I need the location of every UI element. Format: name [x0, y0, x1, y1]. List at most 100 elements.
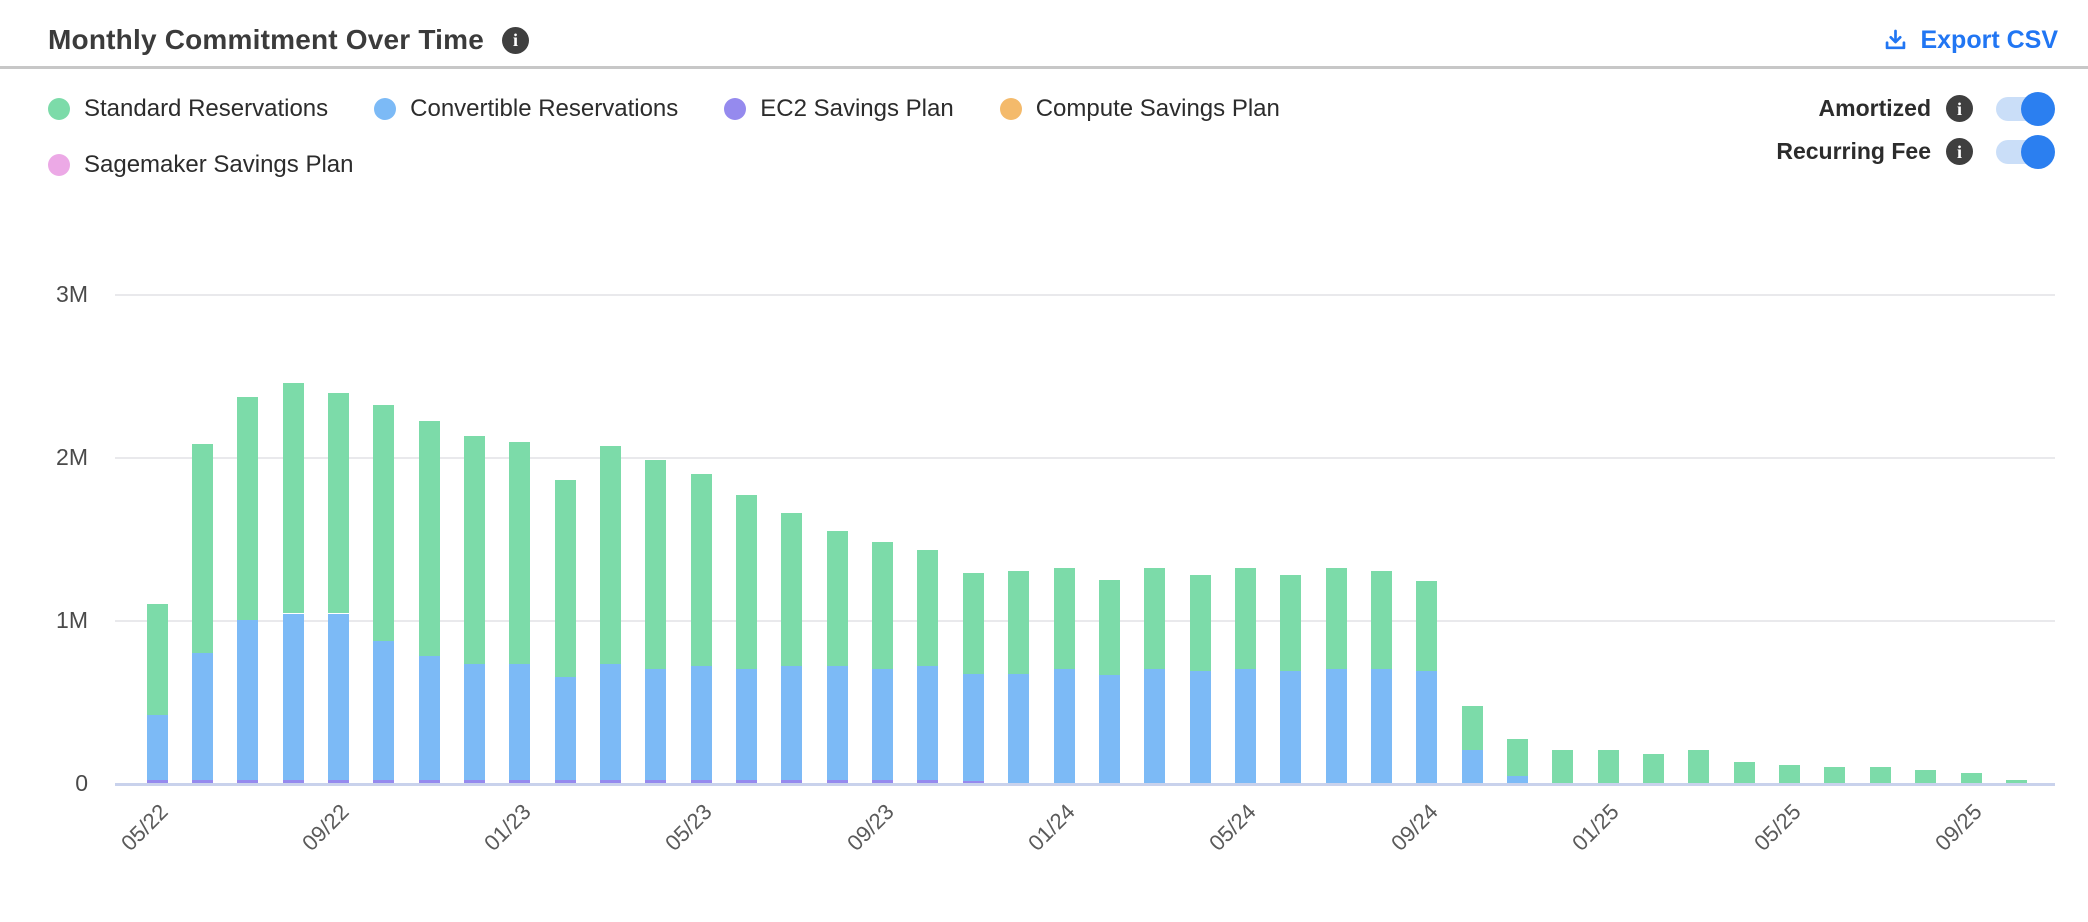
bar-06-23-ec2-savings-plan[interactable] [736, 780, 757, 783]
bar-06-22-convertible-reservations[interactable] [192, 653, 213, 780]
legend-item-ec2-savings-plan[interactable]: EC2 Savings Plan [724, 95, 954, 123]
bar-09-24-convertible-reservations[interactable] [1416, 671, 1437, 783]
bar-09-23-standard-reservations[interactable] [872, 542, 893, 669]
bar-10-23-convertible-reservations[interactable] [917, 666, 938, 780]
bar-04-24-standard-reservations[interactable] [1190, 575, 1211, 671]
bar-08-24-convertible-reservations[interactable] [1371, 669, 1392, 783]
bar-03-23-convertible-reservations[interactable] [600, 664, 621, 780]
bar-06-22-ec2-savings-plan[interactable] [192, 780, 213, 783]
bar-10-24-standard-reservations[interactable] [1462, 706, 1483, 750]
bar-09-23-ec2-savings-plan[interactable] [872, 780, 893, 783]
bar-11-23-ec2-savings-plan[interactable] [963, 781, 984, 783]
bar-12-22-standard-reservations[interactable] [464, 436, 485, 664]
bar-10-25-standard-reservations[interactable] [2006, 780, 2027, 783]
bar-05-22-ec2-savings-plan[interactable] [147, 780, 168, 783]
bar-12-23-standard-reservations[interactable] [1008, 571, 1029, 674]
info-icon[interactable]: i [1946, 138, 1973, 165]
bar-11-24-standard-reservations[interactable] [1507, 739, 1528, 776]
bar-11-22-ec2-savings-plan[interactable] [419, 780, 440, 783]
bar-02-23-convertible-reservations[interactable] [555, 677, 576, 780]
bar-09-23-convertible-reservations[interactable] [872, 669, 893, 780]
bar-05-22-standard-reservations[interactable] [147, 604, 168, 715]
bar-11-24-convertible-reservations[interactable] [1507, 776, 1528, 783]
bar-10-24-convertible-reservations[interactable] [1462, 750, 1483, 783]
legend-item-sagemaker-savings-plan[interactable]: Sagemaker Savings Plan [48, 151, 353, 179]
bar-01-25-standard-reservations[interactable] [1598, 750, 1619, 783]
legend-item-compute-savings-plan[interactable]: Compute Savings Plan [999, 95, 1280, 123]
bar-11-22-standard-reservations[interactable] [419, 421, 440, 656]
bar-01-23-convertible-reservations[interactable] [509, 664, 530, 780]
bar-10-22-standard-reservations[interactable] [373, 405, 394, 641]
bar-04-24-convertible-reservations[interactable] [1190, 671, 1211, 783]
recurring-fee-toggle[interactable] [1996, 134, 2055, 169]
bar-06-23-convertible-reservations[interactable] [736, 669, 757, 780]
bar-09-22-convertible-reservations[interactable] [328, 614, 349, 780]
bar-10-22-convertible-reservations[interactable] [373, 641, 394, 780]
bar-05-24-standard-reservations[interactable] [1235, 568, 1256, 669]
bar-04-23-standard-reservations[interactable] [645, 460, 666, 669]
bar-12-22-convertible-reservations[interactable] [464, 664, 485, 780]
bar-08-23-convertible-reservations[interactable] [827, 666, 848, 780]
bar-07-22-ec2-savings-plan[interactable] [237, 780, 258, 783]
bar-05-23-ec2-savings-plan[interactable] [691, 780, 712, 783]
bar-12-24-standard-reservations[interactable] [1552, 750, 1573, 783]
bar-07-24-standard-reservations[interactable] [1326, 568, 1347, 669]
bar-04-23-ec2-savings-plan[interactable] [645, 780, 666, 783]
bar-12-22-ec2-savings-plan[interactable] [464, 780, 485, 783]
bar-04-25-standard-reservations[interactable] [1734, 762, 1755, 783]
bar-09-24-standard-reservations[interactable] [1416, 581, 1437, 671]
bar-09-22-standard-reservations[interactable] [328, 393, 349, 613]
bar-02-24-convertible-reservations[interactable] [1099, 675, 1120, 783]
bar-07-24-convertible-reservations[interactable] [1326, 669, 1347, 783]
bar-08-22-ec2-savings-plan[interactable] [283, 780, 304, 783]
bar-11-23-standard-reservations[interactable] [963, 573, 984, 674]
bar-11-22-convertible-reservations[interactable] [419, 656, 440, 780]
bar-06-25-standard-reservations[interactable] [1824, 767, 1845, 783]
bar-05-23-convertible-reservations[interactable] [691, 666, 712, 780]
bar-03-25-standard-reservations[interactable] [1688, 750, 1709, 783]
amortized-toggle[interactable] [1996, 91, 2055, 126]
bar-01-23-standard-reservations[interactable] [509, 442, 530, 664]
bar-03-24-convertible-reservations[interactable] [1144, 669, 1165, 783]
bar-02-23-standard-reservations[interactable] [555, 480, 576, 677]
bar-07-25-standard-reservations[interactable] [1870, 767, 1891, 783]
bar-08-24-standard-reservations[interactable] [1371, 571, 1392, 669]
bar-01-23-ec2-savings-plan[interactable] [509, 780, 530, 783]
bar-10-23-ec2-savings-plan[interactable] [917, 780, 938, 783]
bar-10-22-ec2-savings-plan[interactable] [373, 780, 394, 783]
bar-06-24-convertible-reservations[interactable] [1280, 671, 1301, 783]
bar-08-22-standard-reservations[interactable] [283, 383, 304, 613]
bar-07-22-standard-reservations[interactable] [237, 397, 258, 620]
bar-09-25-standard-reservations[interactable] [1961, 773, 1982, 783]
bar-05-22-convertible-reservations[interactable] [147, 715, 168, 780]
bar-03-24-standard-reservations[interactable] [1144, 568, 1165, 669]
bar-05-25-standard-reservations[interactable] [1779, 765, 1800, 783]
bar-07-23-convertible-reservations[interactable] [781, 666, 802, 780]
bar-10-23-standard-reservations[interactable] [917, 550, 938, 666]
bar-07-23-standard-reservations[interactable] [781, 513, 802, 666]
bar-01-24-standard-reservations[interactable] [1054, 568, 1075, 669]
bar-07-22-convertible-reservations[interactable] [237, 620, 258, 780]
bar-05-23-standard-reservations[interactable] [691, 474, 712, 666]
title-info-icon[interactable]: i [502, 26, 530, 54]
bar-12-23-convertible-reservations[interactable] [1008, 674, 1029, 783]
bar-01-24-convertible-reservations[interactable] [1054, 669, 1075, 783]
bar-07-23-ec2-savings-plan[interactable] [781, 780, 802, 783]
bar-11-23-convertible-reservations[interactable] [963, 673, 984, 781]
bar-08-22-convertible-reservations[interactable] [283, 614, 304, 780]
bar-09-22-ec2-savings-plan[interactable] [328, 780, 349, 783]
bar-02-25-standard-reservations[interactable] [1643, 754, 1664, 783]
bar-08-25-standard-reservations[interactable] [1915, 770, 1936, 783]
bar-06-23-standard-reservations[interactable] [736, 495, 757, 669]
bar-03-23-standard-reservations[interactable] [600, 446, 621, 664]
info-icon[interactable]: i [1946, 95, 1973, 122]
legend-item-standard-reservations[interactable]: Standard Reservations [48, 95, 328, 123]
bar-04-23-convertible-reservations[interactable] [645, 669, 666, 780]
bar-06-22-standard-reservations[interactable] [192, 444, 213, 653]
legend-item-convertible-reservations[interactable]: Convertible Reservations [374, 95, 678, 123]
bar-06-24-standard-reservations[interactable] [1280, 575, 1301, 671]
export-csv-button[interactable]: Export CSV [1882, 26, 2058, 55]
bar-08-23-standard-reservations[interactable] [827, 531, 848, 666]
bar-05-24-convertible-reservations[interactable] [1235, 669, 1256, 783]
bar-08-23-ec2-savings-plan[interactable] [827, 780, 848, 783]
